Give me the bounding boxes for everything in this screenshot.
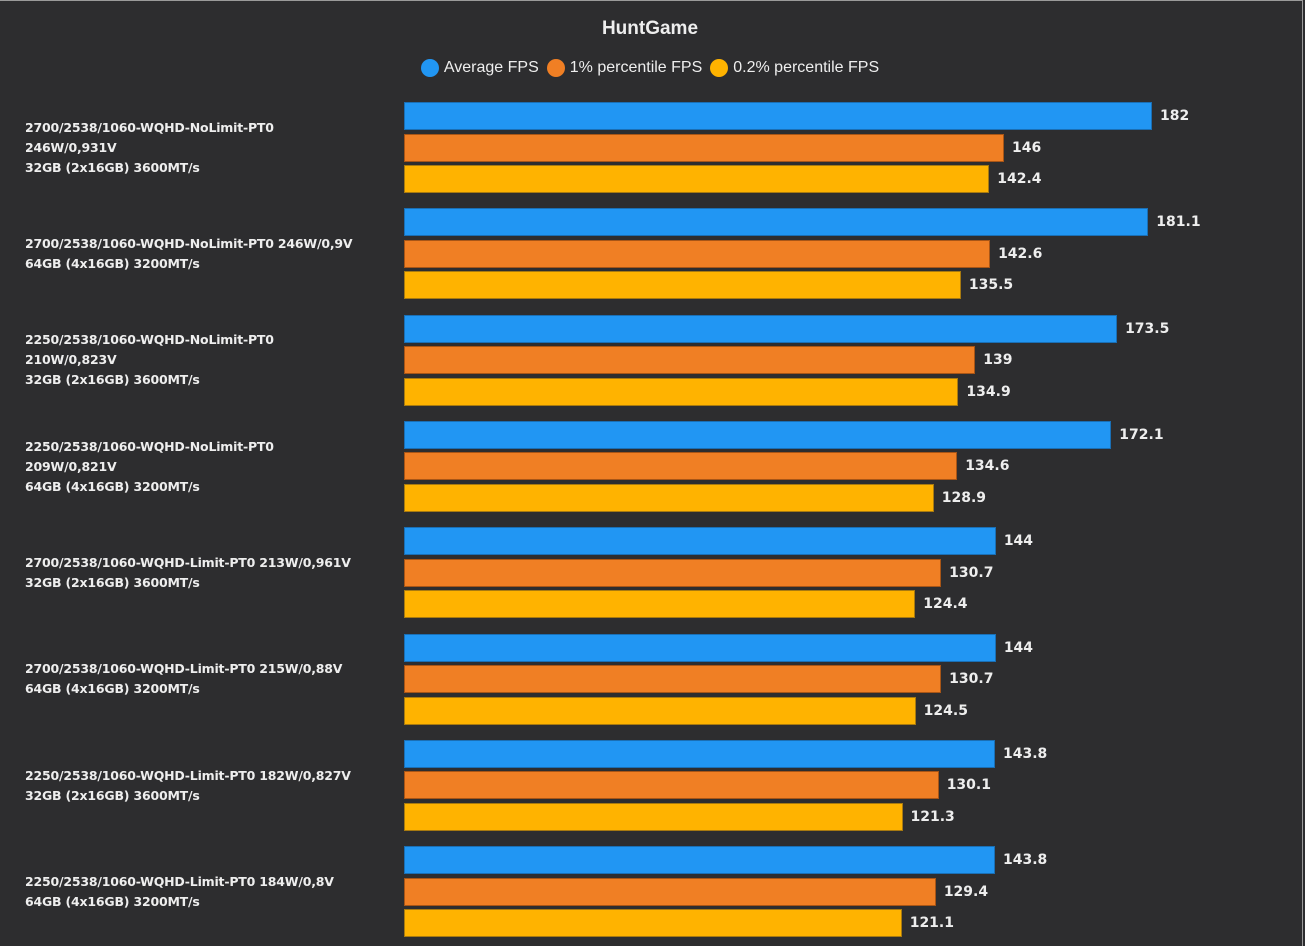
- bar-1-percentile-fps[interactable]: [404, 133, 1005, 162]
- legend-swatch-1pct-fps: [546, 59, 565, 77]
- data-label: 142.6: [998, 245, 1043, 262]
- category-label: 2250/2538/1060-WQHD-NoLimit-PT0 210W/0,8…: [25, 332, 274, 388]
- data-label: 172.1: [1119, 426, 1164, 443]
- category-label: 2700/2538/1060-WQHD-NoLimit-PT0 246W/0,9…: [25, 236, 353, 272]
- bar-average-fps[interactable]: [404, 102, 1152, 130]
- data-label: 129.4: [943, 883, 989, 900]
- bar-0-2-percentile-fps[interactable]: [404, 377, 959, 406]
- legend: Average FPS 1% percentile FPS 0.2% perce…: [0, 59, 1300, 77]
- data-label: 135.5: [968, 277, 1014, 294]
- bar-average-fps[interactable]: [404, 846, 995, 875]
- legend-item-average-fps[interactable]: Average FPS: [420, 59, 539, 77]
- data-label: 130.1: [946, 777, 991, 794]
- bar-0-2-percentile-fps[interactable]: [404, 696, 916, 725]
- bar-0-2-percentile-fps[interactable]: [404, 165, 990, 193]
- category-label: 2250/2538/1060-WQHD-Limit-PT0 182W/0,827…: [25, 767, 351, 803]
- category-label: 2700/2538/1060-WQHD-NoLimit-PT0 246W/0,9…: [25, 119, 274, 175]
- data-label: 124.5: [923, 702, 968, 719]
- bar-0-2-percentile-fps[interactable]: [404, 483, 934, 512]
- data-label: 144: [1003, 533, 1034, 550]
- bar-0-2-percentile-fps[interactable]: [404, 271, 961, 300]
- bar-0-2-percentile-fps[interactable]: [404, 590, 916, 619]
- frame-right-border: [1302, 0, 1303, 946]
- bar-average-fps[interactable]: [404, 633, 996, 662]
- legend-swatch-average-fps: [420, 59, 439, 77]
- frame-top-border: [0, 0, 1302, 1]
- data-label: 134.9: [966, 383, 1011, 400]
- legend-swatch-0-2pct-fps: [710, 59, 729, 77]
- data-label: 143.8: [1003, 852, 1048, 869]
- data-label: 182: [1160, 108, 1190, 124]
- bar-1-percentile-fps[interactable]: [404, 877, 936, 906]
- data-label: 124.4: [923, 596, 968, 613]
- data-label: 128.9: [941, 489, 987, 506]
- bar-average-fps[interactable]: [404, 739, 995, 768]
- bar-1-percentile-fps[interactable]: [404, 452, 958, 481]
- legend-label: 1% percentile FPS: [569, 59, 703, 76]
- data-label: 139: [983, 352, 1013, 369]
- category-label: 2700/2538/1060-WQHD-Limit-PT0 213W/0,961…: [25, 554, 351, 590]
- legend-item-0-2pct-fps[interactable]: 0.2% percentile FPS: [710, 59, 879, 77]
- data-label: 143.8: [1003, 745, 1048, 762]
- legend-item-1pct-fps[interactable]: 1% percentile FPS: [546, 59, 703, 77]
- legend-label: Average FPS: [443, 59, 539, 76]
- data-label: 121.3: [910, 808, 955, 825]
- category-label: 2250/2538/1060-WQHD-NoLimit-PT0 209W/0,8…: [25, 438, 274, 494]
- data-label: 130.7: [949, 671, 994, 687]
- category-label: 2250/2538/1060-WQHD-Limit-PT0 184W/0,8V …: [25, 873, 334, 909]
- bar-1-percentile-fps[interactable]: [404, 771, 939, 800]
- bar-1-percentile-fps[interactable]: [404, 346, 976, 375]
- bar-1-percentile-fps[interactable]: [404, 558, 942, 587]
- data-label: 181.1: [1156, 214, 1201, 231]
- data-label: 134.6: [965, 458, 1010, 475]
- category-label: 2700/2538/1060-WQHD-Limit-PT0 215W/0,88V…: [25, 661, 343, 697]
- data-label: 144: [1003, 639, 1034, 656]
- chart-title: HuntGame: [601, 18, 699, 39]
- bar-average-fps[interactable]: [404, 527, 996, 556]
- bar-1-percentile-fps[interactable]: [404, 665, 942, 693]
- bar-average-fps[interactable]: [404, 314, 1118, 343]
- data-label: 142.4: [997, 171, 1042, 187]
- bar-0-2-percentile-fps[interactable]: [404, 802, 903, 831]
- data-label: 121.1: [909, 915, 954, 932]
- bar-0-2-percentile-fps[interactable]: [404, 909, 902, 938]
- bar-1-percentile-fps[interactable]: [404, 239, 991, 268]
- data-label: 146: [1012, 139, 1042, 156]
- bar-average-fps[interactable]: [404, 420, 1112, 449]
- data-label: 130.7: [949, 564, 994, 581]
- data-label: 173.5: [1125, 320, 1170, 337]
- legend-label: 0.2% percentile FPS: [733, 59, 880, 76]
- bar-average-fps[interactable]: [404, 208, 1149, 237]
